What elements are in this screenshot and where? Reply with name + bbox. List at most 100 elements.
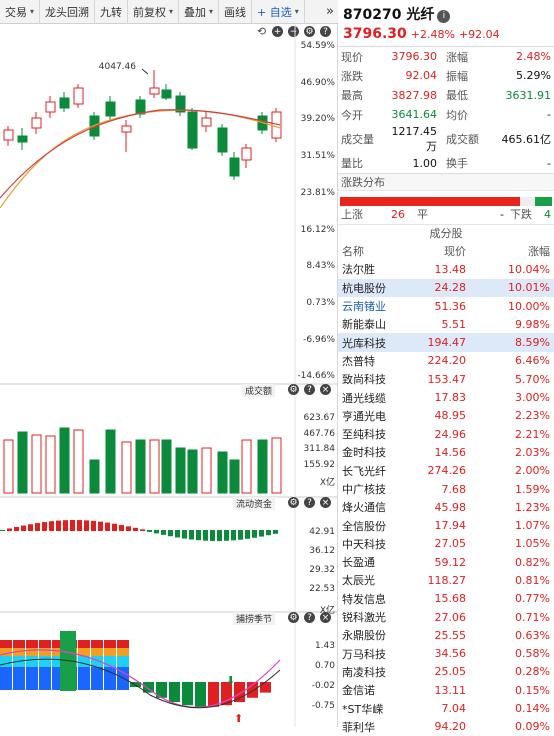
- stats-row: 量比 1.00 换手 -: [338, 154, 554, 174]
- component-row[interactable]: 长飞光纤 274.26 2.00%: [338, 462, 554, 480]
- kline-chart[interactable]: ⬇⬆: [0, 0, 337, 727]
- toolbar-item-1[interactable]: 龙头回溯: [40, 0, 96, 24]
- toolbar-item-0[interactable]: 交易 ▾: [0, 0, 41, 24]
- toolbar-item-label: 叠加: [184, 5, 207, 19]
- flow-bar: [273, 530, 278, 534]
- flow-bar: [84, 520, 89, 531]
- info-icon[interactable]: i: [437, 10, 451, 23]
- close-icon[interactable]: ×: [320, 612, 331, 623]
- component-price: 24.28: [408, 278, 470, 297]
- volume-bar: [135, 439, 146, 494]
- component-row[interactable]: 中天科技 27.05 1.05%: [338, 535, 554, 553]
- zoom-in-icon[interactable]: +: [272, 26, 283, 37]
- component-row[interactable]: 南凌科技 25.05 0.28%: [338, 663, 554, 681]
- down-arrow-icon: ⬇: [226, 674, 235, 687]
- flow-bar: [210, 530, 215, 541]
- component-row[interactable]: 长盈通 59.12 0.82%: [338, 553, 554, 571]
- cycle-bar: [195, 682, 206, 707]
- toolbar-item-6[interactable]: + 自选 ▾: [252, 0, 305, 24]
- component-price: 153.47: [427, 372, 467, 386]
- toolbar-item-4[interactable]: 叠加 ▾: [179, 0, 220, 24]
- toolbar-more-button[interactable]: »: [326, 4, 334, 19]
- component-row[interactable]: 金时科技 14.56 2.03%: [338, 443, 554, 461]
- candle-body: [3, 129, 14, 141]
- column-header[interactable]: 涨幅: [528, 245, 550, 259]
- axis-label: 39.20%: [300, 114, 335, 125]
- axis-label: 54.59%: [300, 41, 335, 51]
- component-row[interactable]: 云南锗业 51.36 10.00%: [338, 297, 554, 315]
- price-pane[interactable]: ⟲ + − ⚙ ?: [0, 24, 337, 384]
- axis-label: 623.67: [303, 413, 336, 423]
- component-row[interactable]: 光库科技 194.47 8.59%: [338, 333, 554, 352]
- component-row[interactable]: 金信诺 13.11 0.15%: [338, 681, 554, 699]
- component-name: 亨通光电: [342, 409, 386, 423]
- toolbar-item-3[interactable]: 前复权 ▾: [128, 0, 180, 24]
- cycle-bar: [39, 640, 51, 648]
- component-row[interactable]: 法尔胜 13.48 10.04%: [338, 260, 554, 278]
- component-row[interactable]: 杰普特 224.20 6.46%: [338, 352, 554, 370]
- stats-row: 成交量 1217.45万 成交额 465.61亿: [338, 125, 554, 154]
- candle-body: [149, 87, 160, 95]
- toolbar-item-5[interactable]: 画线: [219, 0, 253, 24]
- flow-bar: [14, 526, 19, 531]
- component-row[interactable]: 中广核技 7.68 1.59%: [338, 480, 554, 498]
- flow-bar: [126, 526, 131, 531]
- component-row[interactable]: 永鼎股份 25.55 0.63%: [338, 626, 554, 644]
- toolbar-item-label: 前复权: [133, 5, 167, 19]
- rotate-icon[interactable]: ⟲: [256, 25, 267, 38]
- component-row[interactable]: 新能泰山 5.51 9.98%: [338, 315, 554, 333]
- cycle-bar: [247, 682, 258, 698]
- close-icon[interactable]: ×: [320, 384, 331, 395]
- component-row[interactable]: 锐科激光 27.06 0.71%: [338, 608, 554, 626]
- candle-body: [31, 117, 42, 129]
- chart-area[interactable]: 交易 ▾ 龙头回溯 九转 前复权 ▾ 叠加 ▾ 画线 + 自选 ▾» ⟲ + − ⚙ ? ⬇ ⬆ 54…: [0, 0, 338, 727]
- flow-bar: [56, 520, 61, 531]
- settings-icon[interactable]: ⚙: [288, 384, 299, 395]
- help-icon[interactable]: ?: [304, 497, 315, 508]
- stat-value-2: 3631.91: [505, 88, 552, 102]
- column-header[interactable]: 名称: [342, 245, 364, 259]
- component-row[interactable]: *ST华嵘 7.04 0.14%: [338, 699, 554, 717]
- component-row[interactable]: 太辰光 118.27 0.81%: [338, 571, 554, 589]
- stat-label-2: 成交额: [446, 133, 479, 146]
- cycle-bar: [234, 682, 245, 703]
- column-header[interactable]: 现价: [444, 245, 466, 259]
- volume-bar: [217, 451, 228, 494]
- flow-bar: [70, 520, 75, 531]
- component-name: 长飞光纤: [342, 464, 386, 478]
- component-price: 17.94: [434, 519, 467, 533]
- component-row[interactable]: 万马科技 34.56 0.58%: [338, 645, 554, 663]
- candle-body: [135, 99, 146, 115]
- peak-label: 4047.46: [98, 62, 136, 72]
- flow-bar: [63, 520, 68, 531]
- axis-label: -0.02: [311, 681, 335, 691]
- component-change: 9.98%: [515, 317, 550, 331]
- help-icon[interactable]: ?: [320, 26, 331, 37]
- component-change: 1.07%: [515, 519, 550, 533]
- component-name: 锐科激光: [342, 611, 386, 625]
- axis-label: 155.92: [303, 459, 336, 470]
- settings-icon[interactable]: ⚙: [304, 26, 315, 37]
- component-row[interactable]: 通光线缆 17.83 3.00%: [338, 388, 554, 406]
- cycle-bar: [91, 648, 103, 656]
- axis-label: 46.90%: [300, 77, 335, 88]
- component-row[interactable]: 烽火通信 45.98 1.23%: [338, 498, 554, 516]
- cycle-pane-title-icons: ⚙? ×: [288, 612, 331, 623]
- component-price: 17.83: [434, 391, 467, 405]
- help-icon[interactable]: ?: [304, 384, 315, 395]
- axis-label: -6.96%: [303, 334, 335, 345]
- help-icon[interactable]: ?: [304, 612, 315, 623]
- component-change: 6.46%: [515, 354, 550, 368]
- zoom-out-icon[interactable]: −: [288, 26, 299, 37]
- toolbar-item-2[interactable]: 九转: [95, 0, 129, 24]
- component-row[interactable]: 致尚科技 153.47 5.70%: [338, 370, 554, 388]
- chevron-down-icon: ▾: [169, 7, 174, 16]
- settings-icon[interactable]: ⚙: [288, 497, 299, 508]
- component-row[interactable]: 杭电股份 24.28 10.01%: [338, 278, 554, 297]
- settings-icon[interactable]: ⚙: [288, 612, 299, 623]
- component-row[interactable]: 亨通光电 48.95 2.23%: [338, 407, 554, 425]
- component-row[interactable]: 至纯科技 24.96 2.21%: [338, 425, 554, 443]
- component-row[interactable]: 特发信息 15.68 0.77%: [338, 590, 554, 608]
- component-row[interactable]: 全信股份 17.94 1.07%: [338, 516, 554, 534]
- close-icon[interactable]: ×: [320, 497, 331, 508]
